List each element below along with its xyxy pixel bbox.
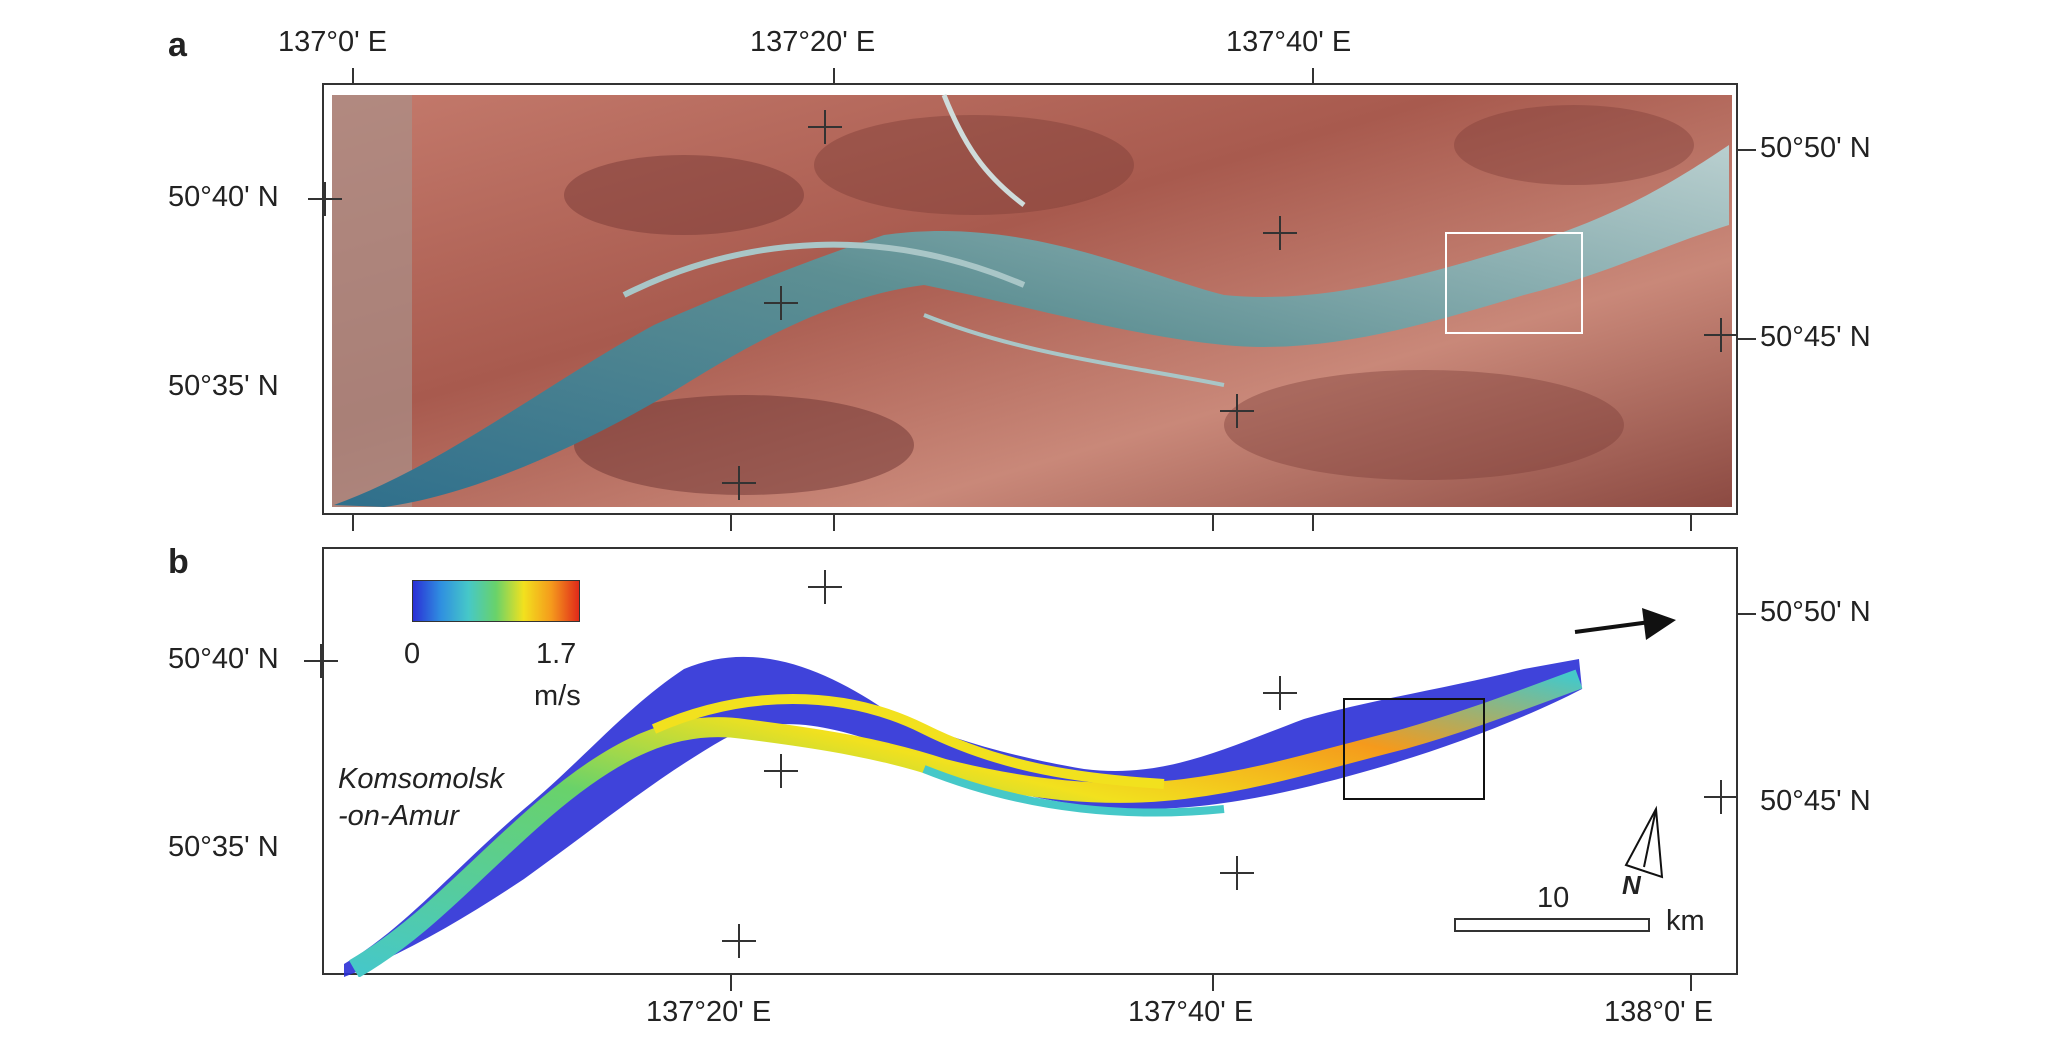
tick-mid-3 [833, 515, 835, 531]
velocity-map [344, 656, 1583, 977]
graticule-cross [824, 110, 826, 144]
graticule-cross [1279, 676, 1281, 710]
panel-b-label: b [168, 543, 189, 581]
graticule-cross [738, 924, 740, 958]
satellite-image [332, 94, 1732, 507]
place-label-line2: -on-Amur [338, 800, 459, 832]
graticule-cross [1236, 856, 1238, 890]
bottom-lon-label-3: 138°0' E [1604, 996, 1714, 1028]
lat-b-left-2: 50°35' N [168, 831, 279, 863]
north-arrow [1624, 805, 1664, 879]
graticule-cross [824, 570, 826, 604]
bottom-lon-label-1: 137°20' E [646, 996, 772, 1028]
tick-mid-6 [1690, 515, 1692, 531]
flow-direction-arrow [1574, 608, 1676, 640]
tick-a-right-1 [1738, 149, 1756, 151]
graticule-cross [738, 466, 740, 500]
graticule-cross [1720, 318, 1722, 352]
tick-top-1 [352, 68, 354, 83]
graticule-cross [324, 182, 326, 216]
tick-bottom-2 [1212, 975, 1214, 991]
panel-a-label: a [168, 26, 187, 64]
tick-b-right-1 [1738, 613, 1756, 615]
tick-a-right-2 [1738, 338, 1756, 340]
scalebar-value: 10 [1537, 882, 1570, 914]
lat-a-right-2: 50°45' N [1760, 321, 1871, 353]
lat-a-left-1: 50°40' N [168, 181, 279, 213]
legend-min: 0 [404, 638, 421, 670]
tick-mid-5 [1312, 515, 1314, 531]
lat-b-left-1: 50°40' N [168, 643, 279, 675]
scalebar-unit: km [1666, 905, 1705, 937]
tick-top-3 [1312, 68, 1314, 83]
velocity-colorbar [412, 580, 580, 622]
lat-b-right-1: 50°50' N [1760, 596, 1871, 628]
top-lon-label-2: 137°20' E [750, 26, 876, 58]
graticule-cross [1279, 216, 1281, 250]
top-lon-label-3: 137°40' E [1226, 26, 1352, 58]
satellite-image-panel [322, 83, 1738, 515]
tick-mid-1 [352, 515, 354, 531]
scalebar [1454, 918, 1650, 932]
tick-bottom-3 [1690, 975, 1692, 991]
tick-top-2 [833, 68, 835, 83]
graticule-cross [1720, 780, 1722, 814]
bottom-lon-label-2: 137°40' E [1128, 996, 1254, 1028]
legend-unit: m/s [534, 680, 581, 712]
tick-bottom-1 [730, 975, 732, 991]
lat-b-right-2: 50°45' N [1760, 785, 1871, 817]
top-lon-label-1: 137°0' E [278, 26, 388, 58]
tick-mid-2 [730, 515, 732, 531]
graticule-cross [780, 754, 782, 788]
lat-a-right-1: 50°50' N [1760, 132, 1871, 164]
graticule-cross [780, 286, 782, 320]
graticule-cross [1236, 394, 1238, 428]
north-letter: N [1622, 870, 1641, 900]
place-label-line1: Komsomolsk [338, 763, 504, 795]
graticule-cross [320, 644, 322, 678]
lat-a-left-2: 50°35' N [168, 370, 279, 402]
tick-mid-4 [1212, 515, 1214, 531]
legend-max: 1.7 [536, 638, 577, 670]
